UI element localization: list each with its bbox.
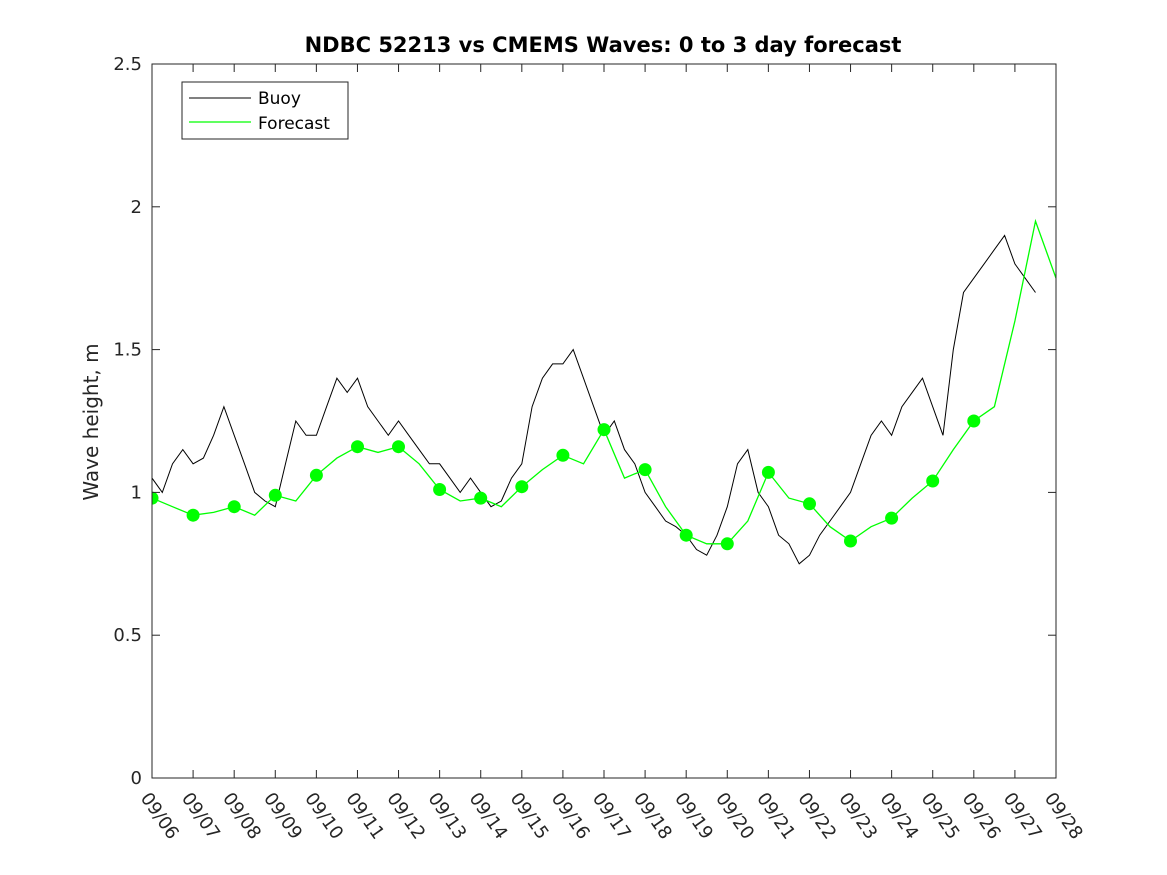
forecast-marker [186, 508, 200, 522]
forecast-marker [761, 465, 775, 479]
y-tick-label: 2.5 [113, 54, 142, 75]
legend-forecast-label: Forecast [258, 114, 330, 134]
forecast-marker [433, 483, 447, 496]
series-layer [152, 218, 1056, 565]
forecast-marker [309, 468, 323, 482]
forecast-marker [152, 491, 159, 505]
y-tick-label: 1 [131, 482, 142, 503]
forecast-marker [803, 497, 816, 511]
forecast-marker [679, 528, 693, 542]
y-tick-label: 2 [131, 197, 142, 218]
legend: Buoy Forecast [181, 81, 349, 140]
legend-buoy-label: Buoy [258, 89, 301, 109]
forecast-marker [392, 440, 405, 454]
forecast-marker [227, 500, 241, 514]
forecast-marker [967, 414, 981, 428]
forecast-marker [515, 480, 529, 494]
chart-title: NDBC 52213 vs CMEMS Waves: 0 to 3 day fo… [305, 33, 902, 57]
forecast-marker [474, 491, 488, 505]
forecast-marker [268, 488, 282, 502]
forecast-marker [351, 440, 364, 454]
forecast-marker [926, 474, 940, 488]
forecast-marker [597, 423, 611, 437]
forecast-marker [638, 463, 652, 477]
forecast-marker [844, 534, 857, 548]
y-tick-label: 0.5 [113, 625, 142, 646]
legend-box [181, 81, 349, 140]
forecast-marker [885, 511, 899, 525]
buoy-series-line [152, 234, 1036, 565]
forecast-marker [556, 448, 570, 462]
y-tick-label: 0 [131, 768, 142, 789]
y-tick-label: 1.5 [113, 340, 142, 361]
y-axis-label: Wave height, m [79, 343, 103, 500]
forecast-marker [720, 537, 734, 551]
y-axis-ticks: 0 0.5 1 1.5 2 2.5 [113, 54, 1056, 789]
